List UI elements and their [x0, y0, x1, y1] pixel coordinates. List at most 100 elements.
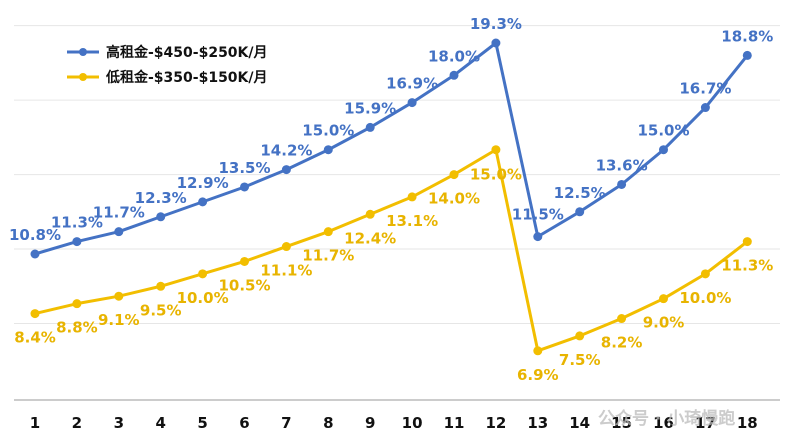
data-point-low-rent: [240, 256, 249, 266]
data-label-low-rent: 8.2%: [601, 334, 643, 352]
data-label-low-rent: 11.1%: [260, 262, 312, 280]
x-tick-label: 2: [72, 414, 82, 432]
data-label-low-rent: 11.7%: [302, 247, 354, 265]
data-label-low-rent: 8.8%: [56, 319, 98, 337]
data-point-high-rent: [533, 232, 543, 242]
x-tick-label: 11: [444, 414, 465, 432]
data-label-high-rent: 11.5%: [512, 206, 564, 224]
data-label-high-rent: 15.9%: [344, 99, 396, 117]
data-point-high-rent: [72, 237, 82, 247]
legend-item-low-rent: 低租金-$350-$150K/月: [67, 69, 268, 86]
legend: 高租金-$450-$250K/月 低租金-$350-$150K/月: [67, 44, 268, 86]
data-label-high-rent: 15.0%: [302, 122, 354, 140]
x-tick-label: 5: [197, 414, 207, 432]
data-label-low-rent: 10.0%: [679, 289, 731, 307]
data-point-low-rent: [114, 291, 124, 301]
data-label-high-rent: 16.9%: [386, 75, 438, 93]
x-tick-label: 14: [569, 414, 590, 432]
data-labels: 10.8%11.3%11.7%12.3%12.9%13.5%14.2%15.0%…: [9, 15, 773, 384]
data-point-high-rent: [365, 122, 375, 132]
gridlines: [14, 25, 780, 325]
data-point-high-rent: [198, 197, 208, 207]
data-label-high-rent: 18.8%: [721, 27, 773, 45]
legend-label-high-rent: 高租金-$450-$250K/月: [106, 44, 268, 61]
data-point-high-rent: [156, 212, 166, 222]
data-point-low-rent: [575, 331, 585, 341]
legend-marker-low-rent: [79, 73, 87, 81]
x-tick-labels: 1 2 3 4 5 6 7 8 9 10 11 12 13 14 15 16 17 18: [30, 414, 758, 432]
data-label-low-rent: 7.5%: [559, 351, 601, 369]
x-tick-label: 12: [485, 414, 506, 432]
data-point-low-rent: [700, 269, 710, 279]
data-point-low-rent: [407, 192, 417, 202]
x-tick-label: 9: [365, 414, 375, 432]
data-point-high-rent: [114, 227, 124, 237]
data-label-high-rent: 13.5%: [218, 159, 270, 177]
legend-marker-high-rent: [79, 48, 87, 56]
x-tick-label: 18: [737, 414, 758, 432]
data-label-high-rent: 14.2%: [260, 142, 312, 160]
data-label-high-rent: 16.7%: [679, 80, 731, 98]
data-point-high-rent: [617, 179, 627, 189]
data-point-low-rent: [533, 346, 543, 356]
data-point-high-rent: [323, 145, 333, 155]
data-label-high-rent: 18.0%: [428, 47, 480, 65]
x-tick-label: 15: [611, 414, 632, 432]
data-point-low-rent: [617, 314, 627, 324]
data-label-high-rent: 13.6%: [596, 156, 648, 174]
x-tick-label: 7: [281, 414, 291, 432]
data-label-low-rent: 8.4%: [14, 329, 56, 347]
series-line-high-rent: [34, 41, 749, 256]
data-point-low-rent: [323, 227, 333, 237]
series-lines: [30, 38, 752, 356]
data-label-high-rent: 10.8%: [9, 226, 61, 244]
x-tick-label: 1: [30, 414, 40, 432]
data-label-high-rent: 19.3%: [470, 15, 522, 33]
data-point-high-rent: [407, 98, 417, 108]
data-point-high-rent: [659, 145, 668, 155]
x-tick-label: 13: [527, 414, 548, 432]
data-point-low-rent: [491, 145, 501, 155]
data-point-high-rent: [281, 165, 291, 175]
data-label-high-rent: 12.3%: [135, 189, 187, 207]
data-label-low-rent: 11.3%: [721, 257, 773, 275]
data-label-low-rent: 9.5%: [140, 301, 182, 319]
data-label-low-rent: 10.0%: [177, 289, 229, 307]
data-point-low-rent: [659, 294, 668, 304]
data-label-low-rent: 6.9%: [517, 366, 559, 384]
data-label-high-rent: 11.7%: [93, 204, 145, 222]
data-label-low-rent: 12.4%: [344, 229, 396, 247]
watermark-text: 公众号 · 小琦慢跑: [598, 408, 735, 429]
data-point-high-rent: [575, 207, 585, 217]
data-label-low-rent: 10.5%: [218, 276, 270, 294]
data-label-high-rent: 15.0%: [637, 122, 689, 140]
data-point-high-rent: [742, 50, 752, 60]
series-line-low-rent: [34, 148, 749, 353]
data-point-low-rent: [281, 242, 291, 252]
x-tick-label: 4: [155, 414, 165, 432]
data-point-low-rent: [30, 309, 40, 319]
data-point-high-rent: [30, 249, 40, 259]
data-label-high-rent: 12.9%: [177, 174, 229, 192]
data-point-low-rent: [198, 269, 208, 279]
data-point-low-rent: [365, 209, 375, 219]
x-tick-label: 3: [114, 414, 124, 432]
data-point-low-rent: [742, 237, 752, 247]
data-label-low-rent: 9.0%: [643, 314, 685, 332]
data-label-low-rent: 15.0%: [470, 166, 522, 184]
legend-label-low-rent: 低租金-$350-$150K/月: [105, 69, 268, 86]
data-label-low-rent: 13.1%: [386, 212, 438, 230]
x-tick-label: 6: [239, 414, 249, 432]
data-point-high-rent: [240, 182, 249, 192]
data-label-high-rent: 12.5%: [554, 184, 606, 202]
data-point-high-rent: [700, 103, 710, 113]
data-label-high-rent: 11.3%: [51, 214, 103, 232]
data-label-low-rent: 14.0%: [428, 190, 480, 208]
data-point-low-rent: [449, 170, 459, 180]
data-label-low-rent: 9.1%: [98, 311, 140, 329]
x-tick-label: 16: [653, 414, 674, 432]
data-point-low-rent: [72, 299, 82, 309]
data-point-high-rent: [491, 38, 501, 48]
x-tick-label: 10: [402, 414, 423, 432]
